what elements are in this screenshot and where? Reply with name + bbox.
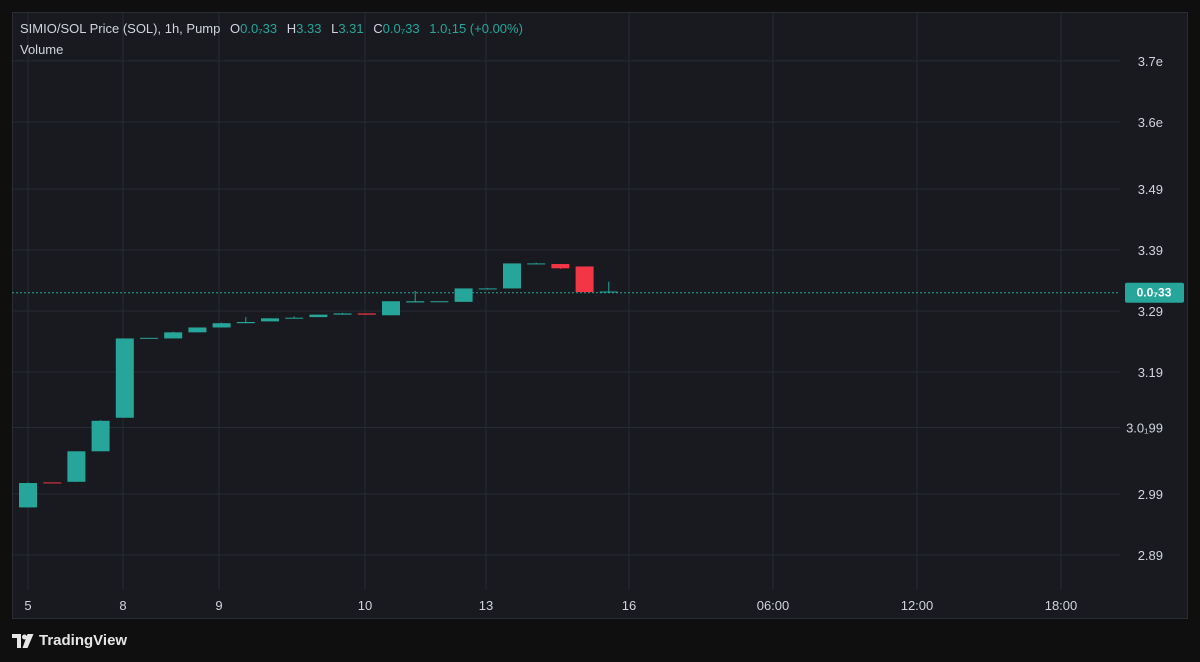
change-value: 1.0₁15 (+0.00%) bbox=[429, 21, 523, 36]
candle-up bbox=[599, 281, 618, 293]
candle-body bbox=[478, 288, 497, 290]
candle-body bbox=[575, 266, 594, 293]
candle-body bbox=[599, 291, 618, 293]
candle-body bbox=[91, 420, 110, 452]
candle-body bbox=[357, 313, 376, 315]
time-axis: 5 8 9 10 13 16 06:00 12:00 18:00 bbox=[24, 598, 1077, 613]
candle-body bbox=[236, 321, 255, 324]
price-tick-label: 3.39 bbox=[1138, 243, 1163, 258]
candle-up bbox=[261, 318, 279, 322]
time-tick-label: 8 bbox=[119, 598, 126, 613]
tradingview-logo[interactable]: TradingView bbox=[12, 632, 127, 649]
candles bbox=[19, 262, 618, 508]
candle-body bbox=[285, 317, 304, 319]
price-tick-label: 3.0₁99 bbox=[1126, 421, 1163, 436]
candle-up bbox=[67, 451, 86, 482]
candle-up bbox=[406, 290, 425, 303]
candle-body bbox=[212, 323, 231, 328]
symbol-title[interactable]: SIMIO/SOL Price (SOL), 1h, Pump bbox=[20, 21, 221, 36]
open-value: 0.0₇33 bbox=[240, 21, 278, 36]
last-price-badge-text: 0.0₇33 bbox=[1137, 286, 1172, 300]
price-tick-label: 3.49 bbox=[1138, 182, 1163, 197]
candle-down bbox=[551, 264, 570, 269]
candle-body bbox=[261, 318, 279, 322]
candle-body bbox=[333, 313, 352, 315]
candle-body bbox=[43, 482, 62, 484]
low-value: 3.31 bbox=[338, 21, 364, 36]
candle-down bbox=[357, 313, 376, 315]
candle-up bbox=[285, 316, 304, 319]
candle-body bbox=[67, 451, 86, 482]
price-tick-label: 3.6e bbox=[1138, 115, 1163, 130]
last-price-badge: 0.0₇33 bbox=[1125, 282, 1184, 303]
candle-up bbox=[503, 263, 521, 289]
time-tick-label: 10 bbox=[358, 598, 372, 613]
candle-up bbox=[212, 322, 231, 328]
chart-panel[interactable] bbox=[12, 12, 1188, 619]
time-tick-label: 9 bbox=[215, 598, 222, 613]
price-tick-label: 3.19 bbox=[1138, 365, 1163, 380]
candle-up bbox=[478, 287, 497, 290]
candle-down bbox=[43, 482, 62, 484]
price-axis: 3.7e 3.6e 3.49 3.39 3.29 3.19 3.0₁99 2.99 2.89 bbox=[1126, 54, 1163, 563]
candle-body bbox=[551, 264, 570, 269]
low-label: L bbox=[331, 21, 339, 36]
time-tick-label: 18:00 bbox=[1045, 598, 1078, 613]
time-tick-label: 13 bbox=[479, 598, 493, 613]
close-label: C bbox=[373, 21, 383, 36]
candle-up bbox=[236, 317, 255, 324]
time-tick-label: 12:00 bbox=[901, 598, 934, 613]
candle-up bbox=[382, 301, 400, 316]
grid-lines bbox=[13, 13, 1120, 590]
candle-up bbox=[19, 482, 37, 508]
candle-up bbox=[91, 420, 110, 452]
candle-up bbox=[454, 288, 473, 302]
candle-body bbox=[140, 337, 158, 339]
time-tick-label: 5 bbox=[24, 598, 31, 613]
candle-body bbox=[454, 288, 473, 302]
candle-up bbox=[333, 312, 352, 315]
candle-body bbox=[19, 483, 37, 508]
time-tick-label: 16 bbox=[622, 598, 636, 613]
candle-body bbox=[382, 301, 400, 316]
candle-body bbox=[527, 263, 546, 265]
candle-up bbox=[309, 314, 328, 318]
candle-up bbox=[115, 338, 134, 418]
candle-body bbox=[430, 301, 449, 303]
candle-up bbox=[164, 331, 183, 339]
candle-body bbox=[503, 263, 521, 289]
close-value: 0.0₇33 bbox=[382, 21, 420, 36]
volume-indicator-label[interactable]: Volume bbox=[20, 42, 64, 57]
candle-body bbox=[406, 301, 425, 303]
high-value: 3.33 bbox=[296, 21, 322, 36]
candle-body bbox=[164, 332, 183, 339]
open-label: O bbox=[229, 21, 241, 36]
tradingview-brand-text: TradingView bbox=[39, 632, 128, 649]
price-tick-label: 3.29 bbox=[1138, 304, 1163, 319]
price-tick-label: 2.99 bbox=[1138, 487, 1163, 502]
price-tick-label: 2.89 bbox=[1138, 548, 1163, 563]
candle-up bbox=[527, 262, 546, 265]
candle-up bbox=[430, 301, 449, 303]
time-tick-label: 06:00 bbox=[757, 598, 790, 613]
candle-down bbox=[575, 266, 594, 293]
candle-body bbox=[115, 338, 134, 418]
candle-up bbox=[140, 337, 158, 339]
chart-legend: SIMIO/SOL Price (SOL), 1h, Pump O0.0₇33 … bbox=[20, 21, 523, 36]
high-label: H bbox=[286, 21, 297, 36]
tradingview-logo-icon bbox=[12, 633, 34, 648]
candle-body bbox=[188, 327, 207, 333]
candle-body bbox=[309, 314, 328, 318]
candle-up bbox=[188, 327, 207, 333]
price-tick-label: 3.7e bbox=[1138, 54, 1163, 69]
